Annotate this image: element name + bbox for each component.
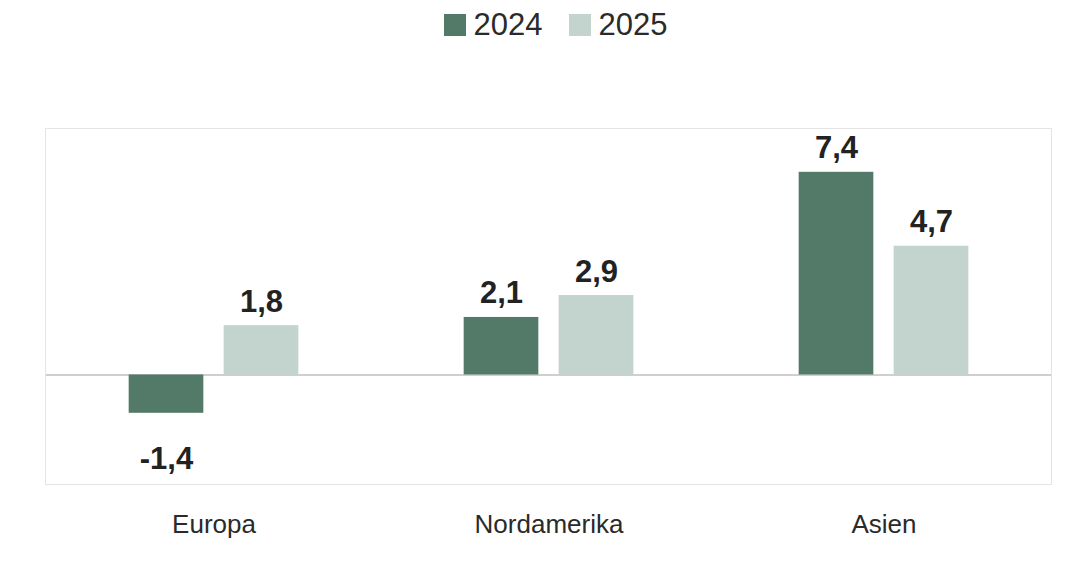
svg-text:Asien: Asien bbox=[851, 509, 916, 539]
svg-text:Nordamerika: Nordamerika bbox=[475, 509, 624, 539]
html-text:2024: 2024 bbox=[473, 7, 543, 42]
svg-text:2,1: 2,1 bbox=[480, 275, 523, 310]
html-text:2025: 2025 bbox=[598, 7, 668, 42]
svg-text:1,8: 1,8 bbox=[240, 284, 283, 319]
svg-text:Europa: Europa bbox=[172, 509, 256, 539]
svg-text:2,9: 2,9 bbox=[575, 254, 618, 289]
svg-text:-1,4: -1,4 bbox=[140, 441, 194, 476]
svg-text:7,4: 7,4 bbox=[815, 130, 859, 165]
svg-text:4,7: 4,7 bbox=[910, 204, 953, 239]
